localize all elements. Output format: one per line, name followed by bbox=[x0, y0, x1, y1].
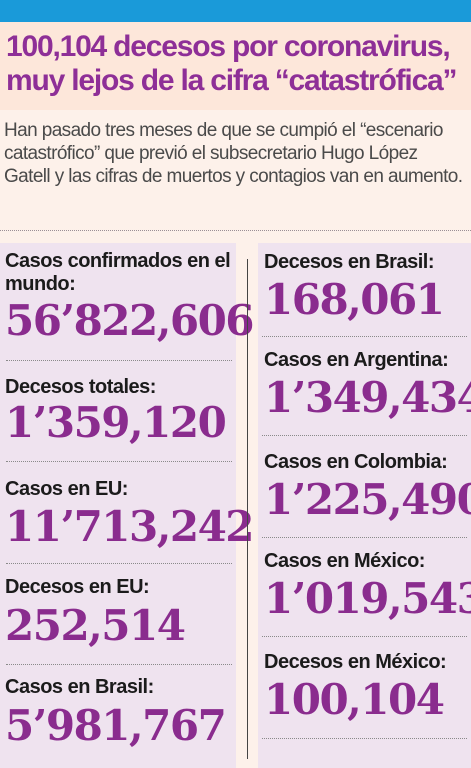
stat-label: Decesos en EU: bbox=[5, 576, 150, 598]
stat-value: 11’713,242 bbox=[5, 502, 255, 551]
dotted-divider bbox=[262, 537, 467, 538]
stat-label: Casos confirmados en el mundo: bbox=[5, 250, 231, 295]
stat-colombia-cases: Casos en Colombia: 1’225,490 bbox=[264, 451, 471, 524]
stat-value: 1’019,543 bbox=[264, 574, 471, 623]
stat-value: 56’822,606 bbox=[5, 296, 255, 345]
stat-mexico-deaths: Decesos en México: 100,104 bbox=[264, 651, 469, 723]
lede-paragraph: Han pasado tres meses de que se cumpió e… bbox=[4, 120, 463, 187]
stat-us-cases: Casos en EU: 11’713,242 bbox=[5, 478, 255, 551]
section-divider bbox=[0, 230, 471, 231]
top-color-bar bbox=[0, 0, 471, 22]
stat-label: Casos en Brasil: bbox=[5, 676, 154, 698]
stat-world-cases: Casos confirmados en el mundo: 56’822,60… bbox=[5, 250, 255, 345]
dotted-divider bbox=[262, 636, 467, 637]
stat-label: Decesos totales: bbox=[5, 376, 156, 398]
dotted-divider bbox=[6, 360, 232, 361]
stat-value: 252,514 bbox=[5, 601, 186, 650]
stat-argentina-cases: Casos en Argentina: 1’349,434 bbox=[264, 349, 471, 422]
stat-value: 100,104 bbox=[264, 675, 445, 724]
dotted-divider bbox=[262, 435, 467, 436]
stat-mexico-cases: Casos en México: 1’019,543 bbox=[264, 550, 471, 623]
stat-label: Decesos en Brasil: bbox=[264, 251, 434, 273]
stat-label: Decesos en México: bbox=[264, 651, 447, 673]
dotted-divider bbox=[6, 664, 232, 665]
stat-label: Casos en EU: bbox=[5, 478, 128, 500]
stat-value: 1’225,490 bbox=[264, 475, 471, 524]
stat-value: 1’349,434 bbox=[264, 373, 471, 422]
stat-label: Casos en Argentina: bbox=[264, 349, 449, 371]
stat-us-deaths: Decesos en EU: 252,514 bbox=[5, 576, 233, 649]
right-stats-panel: Decesos en Brasil: 168,061 Casos en Arge… bbox=[258, 243, 471, 768]
stat-value: 5’981,767 bbox=[5, 701, 227, 750]
stat-label: Casos en México: bbox=[264, 550, 425, 572]
stat-label: Casos en Colombia: bbox=[264, 451, 448, 473]
stat-value: 168,061 bbox=[264, 275, 445, 324]
headline: 100,104 decesos por coronavirus, muy lej… bbox=[6, 30, 458, 97]
header-band bbox=[0, 22, 471, 110]
stat-brazil-cases: Casos en Brasil: 5’981,767 bbox=[5, 676, 233, 749]
stat-brazil-deaths: Decesos en Brasil: 168,061 bbox=[264, 251, 469, 323]
dotted-divider bbox=[6, 461, 232, 462]
dotted-divider bbox=[6, 563, 232, 564]
column-divider bbox=[247, 259, 248, 759]
dotted-divider bbox=[262, 336, 467, 337]
dotted-divider bbox=[262, 738, 467, 739]
stat-total-deaths: Decesos totales: 1’359,120 bbox=[5, 376, 233, 446]
stat-value: 1’359,120 bbox=[5, 398, 227, 447]
left-stats-panel: Casos confirmados en el mundo: 56’822,60… bbox=[0, 243, 255, 768]
